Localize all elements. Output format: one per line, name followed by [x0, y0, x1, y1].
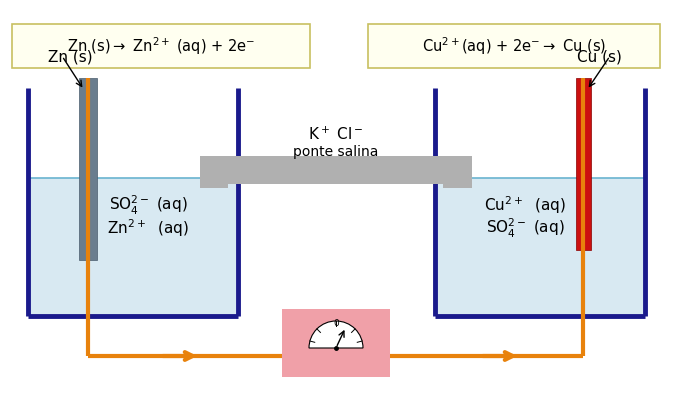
Text: 0: 0 — [333, 319, 339, 328]
Text: ponte salina: ponte salina — [293, 145, 379, 159]
Bar — [79, 78, 97, 260]
Text: SO$_4^{2-}$ (aq): SO$_4^{2-}$ (aq) — [486, 217, 564, 240]
Bar — [443, 184, 472, 188]
Text: Zn (s)$\rightarrow$ Zn$^{2+}$ (aq) + 2e$^{-}$: Zn (s)$\rightarrow$ Zn$^{2+}$ (aq) + 2e$… — [67, 35, 255, 57]
Text: Cu$^{2+}$(aq) + 2e$^{-}$$\rightarrow$ Cu (s): Cu$^{2+}$(aq) + 2e$^{-}$$\rightarrow$ Cu… — [422, 35, 606, 57]
Bar — [200, 156, 472, 184]
Text: Cu (s): Cu (s) — [577, 50, 622, 65]
Text: SO$_4^{2-}$ (aq): SO$_4^{2-}$ (aq) — [109, 193, 187, 217]
Text: Zn$^{2+}$  (aq): Zn$^{2+}$ (aq) — [107, 217, 189, 239]
FancyBboxPatch shape — [12, 24, 310, 68]
Bar — [437, 178, 643, 314]
Wedge shape — [309, 321, 363, 348]
FancyBboxPatch shape — [368, 24, 660, 68]
Bar — [282, 309, 390, 377]
Bar — [575, 78, 590, 250]
Text: K$^+$ Cl$^-$: K$^+$ Cl$^-$ — [308, 125, 363, 142]
Text: Cu$^{2+}$  (aq): Cu$^{2+}$ (aq) — [484, 194, 566, 216]
Bar — [30, 178, 236, 314]
Bar — [200, 184, 228, 188]
Text: Zn (s): Zn (s) — [48, 50, 93, 65]
